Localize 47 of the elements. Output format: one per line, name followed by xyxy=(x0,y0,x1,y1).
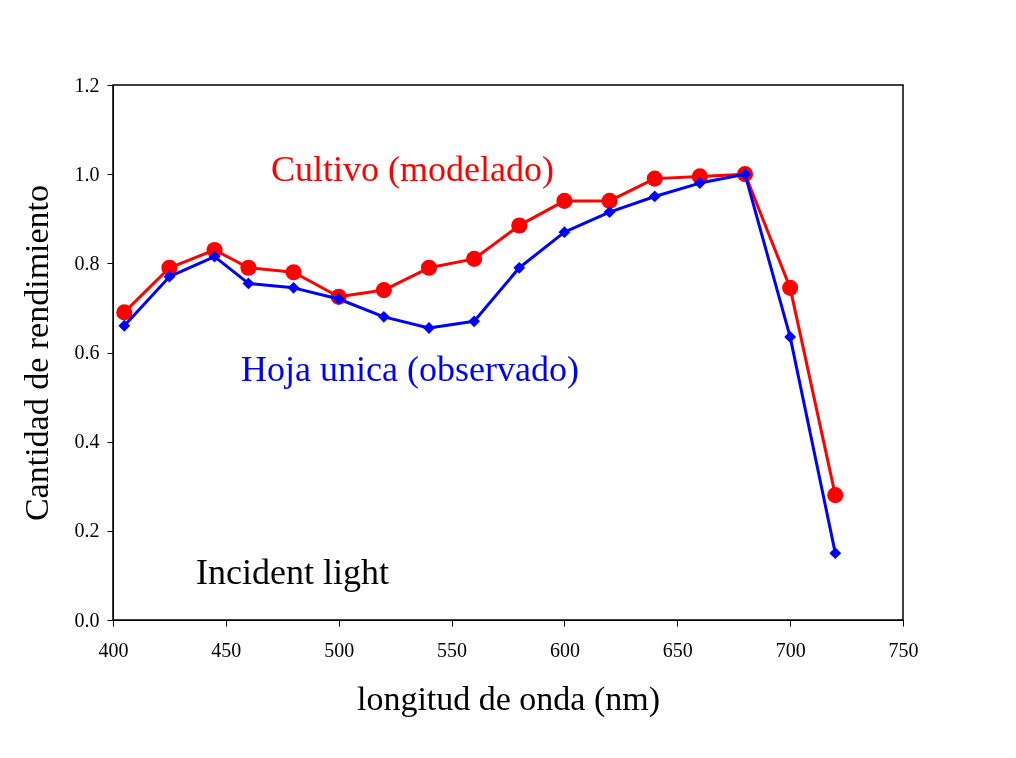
y-tick-label: 1.2 xyxy=(74,73,100,96)
y-tick-label: 0.6 xyxy=(74,341,100,363)
point xyxy=(558,226,571,239)
point xyxy=(375,282,392,299)
point xyxy=(829,547,842,560)
point xyxy=(332,293,345,305)
x-tick-label: 500 xyxy=(324,638,355,661)
annotation: Incident light xyxy=(196,552,389,592)
point xyxy=(827,487,844,504)
point xyxy=(287,281,300,294)
point xyxy=(466,250,483,267)
y-tick-label: 0.4 xyxy=(74,430,100,453)
point xyxy=(163,270,176,283)
y-tick-label: 1.0 xyxy=(74,162,100,185)
point xyxy=(784,330,797,343)
point xyxy=(285,264,302,281)
point xyxy=(377,310,390,323)
point xyxy=(242,277,255,290)
point xyxy=(648,190,661,203)
point xyxy=(603,206,616,218)
point xyxy=(118,319,131,332)
y-axis-title: Cantidad de rendimiento xyxy=(17,184,55,522)
x-axis-title: longitud de onda (nm) xyxy=(356,679,661,718)
point xyxy=(601,192,618,209)
x-tick-label: 600 xyxy=(549,638,580,661)
point xyxy=(240,259,257,276)
series-label: Hoja unica (observado) xyxy=(241,349,579,389)
point xyxy=(556,192,573,209)
x-tick-label: 700 xyxy=(775,638,806,661)
point xyxy=(782,279,799,296)
point xyxy=(513,261,526,274)
point xyxy=(646,170,663,187)
x-tick-label: 650 xyxy=(662,638,693,661)
x-tick-label: 400 xyxy=(98,638,129,661)
y-tick-label: 0.0 xyxy=(74,608,100,631)
point xyxy=(420,259,438,276)
point xyxy=(208,250,221,263)
series-label: Cultivo (modelado) xyxy=(271,149,554,189)
point xyxy=(468,315,481,328)
x-tick-label: 550 xyxy=(437,638,468,661)
x-tick-label: 750 xyxy=(888,638,919,661)
x-tick-label: 450 xyxy=(211,638,242,661)
y-tick-label: 0.8 xyxy=(74,251,100,274)
point xyxy=(116,304,133,321)
y-tick-label: 0.2 xyxy=(74,519,100,542)
point xyxy=(693,177,706,189)
point xyxy=(511,217,528,234)
